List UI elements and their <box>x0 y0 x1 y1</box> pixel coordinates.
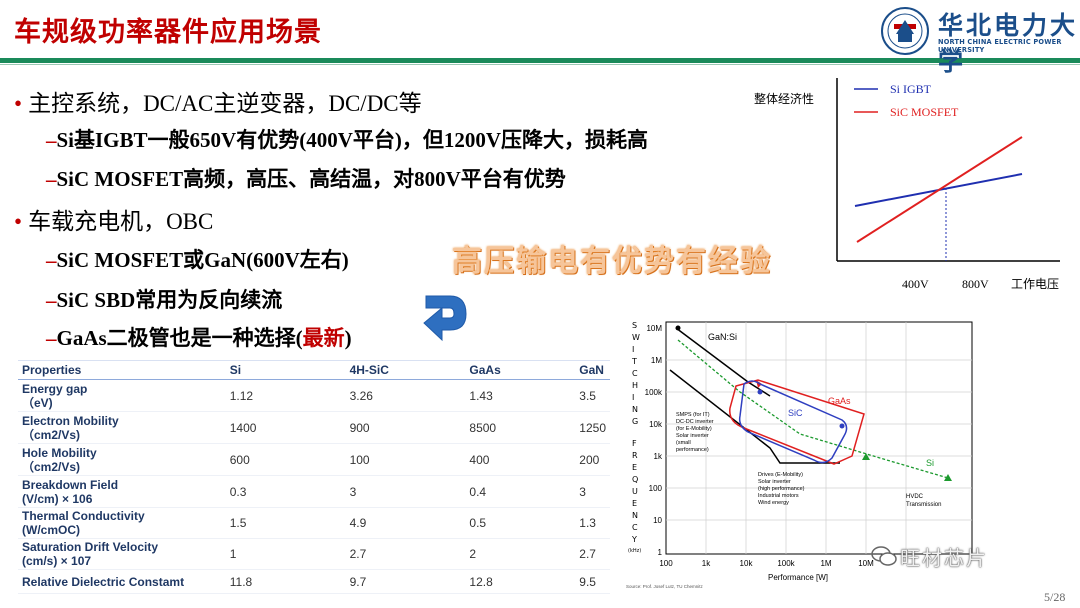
svg-text:(high performance): (high performance) <box>758 486 805 492</box>
bullet-si-igbt: –Si基IGBT一般650V有优势(400V平台)，但1200V压降大，损耗高 <box>46 128 649 152</box>
bullet-sic-gan: –SiC MOSFET或GaN(600V左右) <box>46 248 349 272</box>
switch-chart-xticks: 100 1k 10k 100k 1M 10M <box>659 559 874 568</box>
cost-chart-ylabel: 整体经济性 <box>754 91 814 106</box>
svg-text:Solar inverter: Solar inverter <box>758 479 791 485</box>
si-marker <box>862 453 870 460</box>
switch-chart-hgrid <box>666 359 972 521</box>
sic-region <box>738 380 848 464</box>
svg-text:(small: (small <box>676 440 691 446</box>
properties-table: Properties Si 4H-SiC GaAs GaN Energy gap… <box>18 360 610 594</box>
svg-text:(for E-Mobility): (for E-Mobility) <box>676 426 712 432</box>
title-divider <box>0 58 1080 63</box>
bullet-main-control: • 主控系统，DC/AC主逆变器，DC/DC等 <box>14 91 422 116</box>
switch-chart-vgrid <box>705 322 907 554</box>
ytick: 100 <box>649 484 663 493</box>
gan-si-point <box>675 325 681 331</box>
si-marker <box>944 474 952 481</box>
bullet-sic-sbd: –SiC SBD常用为反向续流 <box>46 288 283 312</box>
watermark-text: 旺材芯片 <box>900 546 988 570</box>
table-row: Relative Dielectric Constamt 11.8 9.7 12… <box>18 569 610 594</box>
table-row: Saturation Drift Velocity (cm/s) × 107 1 … <box>18 538 610 570</box>
label-gan-si: GaN:Si <box>708 332 737 342</box>
switch-chart-yticks: 10M 1M 100k 10k 1k 100 10 1 <box>645 324 663 557</box>
switch-chart-yunit: (kHz) <box>628 548 641 554</box>
title-divider-thin <box>0 64 1080 65</box>
svg-text:Drives (E-Mobility): Drives (E-Mobility) <box>758 472 803 478</box>
switch-chart-source: Source: Prof. Josef Lutz, TU Chemnitz <box>626 584 703 589</box>
svg-text:HVDC: HVDC <box>906 494 924 500</box>
label-drives: Drives (E-Mobility) Solar inverter (high… <box>758 472 805 506</box>
bullet-sic-mosfet: –SiC MOSFET高频，高压、高结温，对800V平台有优势 <box>46 167 566 191</box>
table-row: Energy gap （eV) 1.12 3.26 1.43 3.5 <box>18 379 610 412</box>
svg-text:Industrial motors: Industrial motors <box>758 493 799 499</box>
gan-si-lower-curve <box>669 369 840 464</box>
svg-text:Transmission: Transmission <box>906 502 941 508</box>
table-row: Hole Mobility （cm2/Vs) 600 100 400 200 <box>18 443 610 476</box>
svg-text:SMPS (for IT): SMPS (for IT) <box>676 412 710 418</box>
ytick: 10k <box>649 420 663 429</box>
bullet-gaas: –GaAs二极管也是一种选择(最新) <box>46 326 352 350</box>
table-header: Properties <box>18 360 226 380</box>
cost-chart-xlabel: 工作电压 <box>1011 277 1059 291</box>
xtick: 1M <box>820 559 831 568</box>
table-row: Electron Mobility （cm2/Vs) 1400 900 8500 … <box>18 411 610 444</box>
switch-chart-xlabel: Performance [W] <box>768 573 828 582</box>
overlay-highlight-text: 高压输电有优势有经验 <box>452 244 772 279</box>
tick-400v: 400V <box>902 277 929 291</box>
tick-800v: 800V <box>962 277 989 291</box>
label-sic: SiC <box>788 408 803 418</box>
label-hvdc: HVDC Transmission <box>906 494 941 508</box>
gaas-region <box>729 379 865 465</box>
xtick: 1k <box>702 559 711 568</box>
svg-text:Solar inverter: Solar inverter <box>676 433 709 439</box>
university-seal-icon <box>881 7 929 55</box>
table-header: GaAs <box>465 360 576 380</box>
ytick: 10 <box>653 516 662 525</box>
label-si: Si <box>926 458 934 468</box>
si-dashed-line <box>677 339 949 479</box>
svg-text:performance): performance) <box>676 447 709 453</box>
university-name-cn: 华北电力大学 <box>938 11 1079 76</box>
sic-point <box>839 423 845 429</box>
legend-si-igbt: Si IGBT <box>890 82 932 96</box>
bullet-obc: • 车载充电机，OBC <box>14 209 214 234</box>
xtick: 10k <box>740 559 754 568</box>
sic-point <box>757 389 763 395</box>
table-header: GaN <box>575 360 610 380</box>
page-title: 车规级功率器件应用场景 <box>14 17 322 48</box>
legend-sic-mosfet: SiC MOSFET <box>890 105 959 119</box>
ytick: 1k <box>654 452 663 461</box>
curved-arrow-icon <box>423 295 467 342</box>
label-gaas: GaAs <box>828 396 851 406</box>
wechat-icon <box>871 546 897 566</box>
label-smps: SMPS (for IT) DC-DC inverter (for E-Mobi… <box>676 412 714 453</box>
university-name-en: NORTH CHINA ELECTRIC POWER UNIVERSITY <box>938 38 1062 54</box>
ytick: 1 <box>658 548 663 557</box>
switch-chart-frame <box>665 321 973 555</box>
table-header: Si <box>225 360 346 380</box>
ytick: 10M <box>646 324 662 333</box>
cost-voltage-chart: 整体经济性 Si IGBT SiC MOSFET 400V 800V 工作电压 <box>754 78 1060 291</box>
xtick: 100 <box>659 559 673 568</box>
svg-text:Wind energy: Wind energy <box>758 500 789 506</box>
table-header: 4H-SiC <box>345 360 466 380</box>
table-row: Thermal Conductivity (W/cmOC) 1.5 4.9 0.5… <box>18 507 610 539</box>
svg-text:DC-DC inverter: DC-DC inverter <box>676 419 714 425</box>
xtick: 10M <box>858 559 874 568</box>
page-number: 5/28 <box>1044 590 1066 604</box>
ytick: 1M <box>651 356 662 365</box>
sic-mosfet-line <box>856 136 1023 243</box>
ytick: 100k <box>645 388 663 397</box>
xtick: 100k <box>777 559 795 568</box>
table-row: Breakdown Field (V/cm) × 106 0.3 3 0.4 3 <box>18 475 610 508</box>
